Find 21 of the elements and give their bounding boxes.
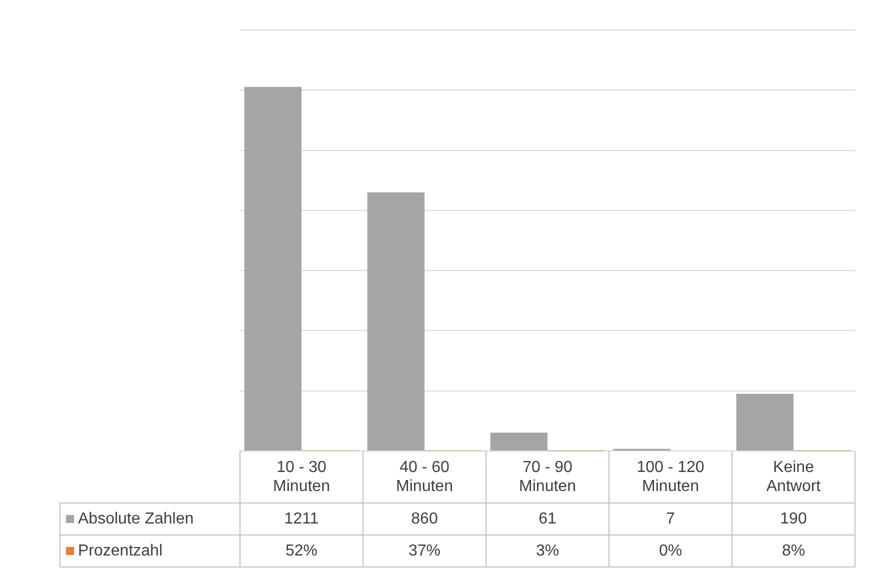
bar (367, 192, 424, 450)
data-label: 190 (780, 510, 807, 528)
bar (736, 394, 794, 450)
legend-label: Absolute Zahlen (78, 510, 194, 528)
data-label: 52% (285, 542, 318, 560)
data-label: 7 (666, 510, 676, 528)
data-label: 860 (411, 510, 438, 528)
data-label: 0% (658, 542, 682, 560)
data-label: 3% (536, 542, 560, 560)
bar (244, 86, 302, 450)
data-label: 61 (538, 510, 556, 528)
data-label: 37% (408, 542, 441, 560)
x-tick-label: 40 - 60 Minuten (396, 458, 453, 495)
data-label: 1211 (284, 510, 319, 528)
x-tick-label: 100 - 120 Minuten (636, 458, 704, 495)
legend-label: Prozentzahl (78, 542, 162, 560)
bar (490, 432, 548, 450)
data-label: 8% (782, 542, 806, 560)
x-tick-label: Keine Antwort (766, 458, 822, 495)
x-tick-label: 70 - 90 Minuten (519, 458, 576, 495)
x-tick-label: 10 - 30 Minuten (273, 458, 330, 495)
